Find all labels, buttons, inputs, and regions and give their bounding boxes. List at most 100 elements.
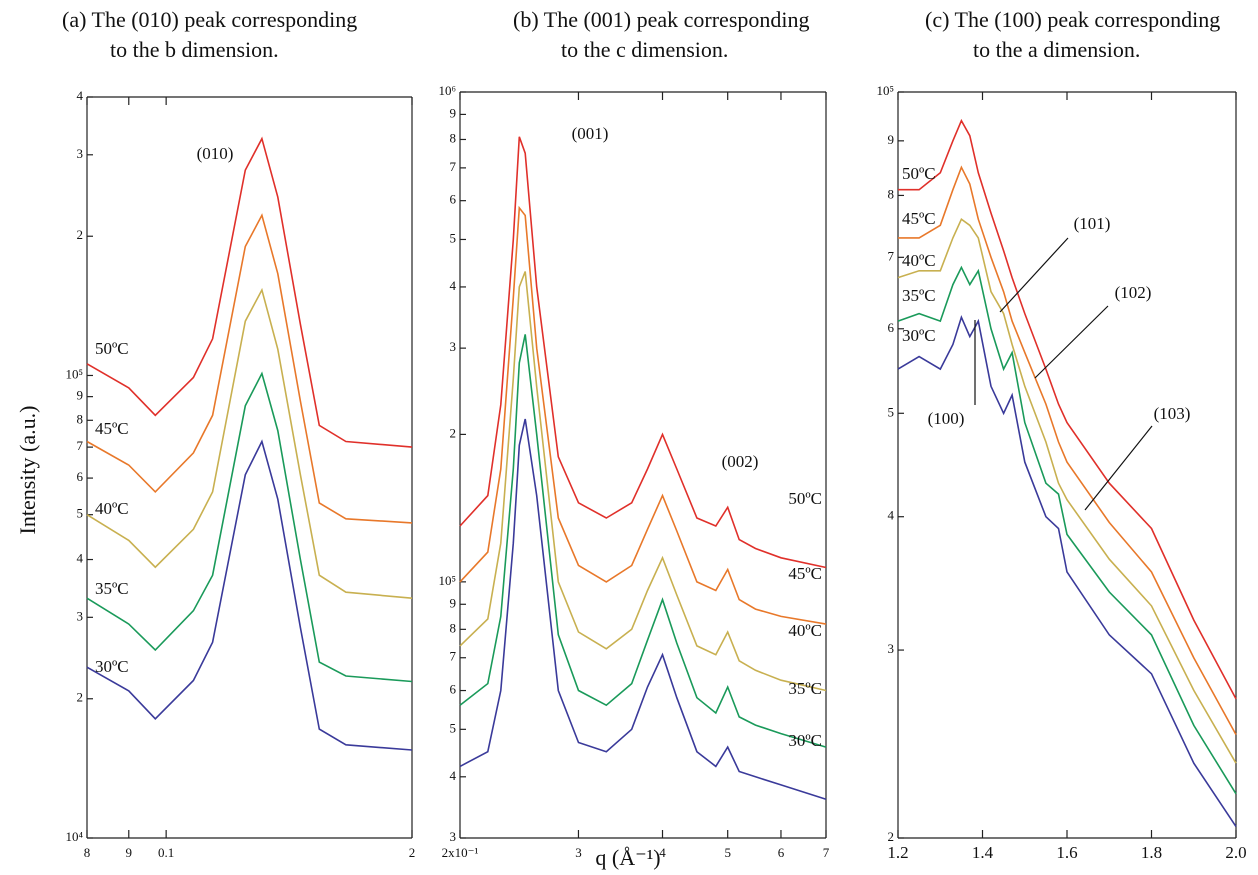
series-label: 45ºC	[902, 209, 936, 228]
panel-title: to the b dimension.	[110, 37, 279, 62]
y-tick-label: 10⁴	[65, 829, 83, 844]
annotation-line	[999, 237, 1069, 313]
series-label: 50ºC	[902, 164, 936, 183]
y-tick-label: 7	[450, 649, 457, 664]
y-tick-label: 8	[450, 130, 457, 145]
series-line	[86, 136, 413, 448]
x-tick-label: 1.6	[1056, 843, 1077, 862]
y-tick-label: 6	[450, 192, 457, 207]
series-label: 35ºC	[95, 579, 129, 598]
series-line	[897, 217, 1237, 764]
y-tick-label: 7	[450, 159, 457, 174]
y-tick-label: 9	[450, 105, 457, 120]
annotation: (103)	[1154, 404, 1191, 423]
series-label: 30ºC	[788, 731, 822, 750]
y-tick-label: 9	[450, 595, 457, 610]
series-line	[897, 315, 1237, 828]
y-tick-label: 2	[888, 829, 895, 844]
x-tick-label: 1.2	[887, 843, 908, 862]
y-tick-label: 5	[77, 506, 84, 521]
x-tick-label: 6	[778, 845, 785, 860]
y-tick-label: 9	[77, 388, 84, 403]
y-tick-label: 8	[888, 186, 895, 201]
series-line	[86, 287, 413, 599]
x-tick-label: 2.0	[1225, 843, 1246, 862]
annotation-line	[1084, 425, 1153, 511]
y-tick-label: 4	[450, 278, 457, 293]
series-line	[86, 213, 413, 524]
annotation: (101)	[1074, 214, 1111, 233]
panel-title: to the c dimension.	[561, 37, 728, 62]
series-line	[459, 136, 827, 569]
x-tick-label: 1.8	[1141, 843, 1162, 862]
y-tick-label: 10⁶	[438, 83, 456, 98]
series-label: 40ºC	[788, 621, 822, 640]
series-label: 30ºC	[902, 326, 936, 345]
y-axis-label: Intensity (a.u.)	[15, 406, 40, 535]
series-line	[86, 439, 413, 751]
y-tick-label: 2	[77, 227, 84, 242]
y-tick-label: 7	[888, 248, 895, 263]
panel-title: (c) The (100) peak corresponding	[925, 7, 1220, 32]
y-tick-label: 8	[450, 620, 457, 635]
x-tick-label: 4	[659, 845, 666, 860]
y-tick-label: 10⁵	[876, 83, 894, 98]
x-tick-label: 7	[823, 845, 830, 860]
y-tick-label: 3	[77, 146, 84, 161]
x-tick-label: 5	[724, 845, 731, 860]
panel-title: (b) The (001) peak corresponding	[513, 7, 810, 32]
x-tick-label: 2x10⁻¹	[442, 845, 479, 860]
series-label: 35ºC	[788, 679, 822, 698]
series-label: 45ºC	[95, 419, 129, 438]
series-label: 45ºC	[788, 564, 822, 583]
series-line	[898, 118, 1237, 700]
annotation-line	[1034, 305, 1109, 379]
y-tick-label: 8	[77, 411, 84, 426]
series-line	[897, 265, 1237, 795]
y-tick-label: 6	[77, 469, 84, 484]
series-label: 50ºC	[95, 339, 129, 358]
series-label: 40ºC	[902, 251, 936, 270]
series-line	[86, 371, 413, 683]
series-label: 40ºC	[95, 499, 129, 518]
y-tick-label: 3	[450, 829, 457, 844]
y-tick-label: 4	[888, 508, 895, 523]
y-tick-label: 9	[888, 132, 895, 147]
series-label: 30ºC	[95, 657, 129, 676]
y-tick-label: 4	[77, 88, 84, 103]
annotation: (100)	[928, 409, 965, 428]
x-axis-label: q (Å⁻¹)	[595, 845, 660, 870]
y-tick-label: 10⁵	[65, 366, 83, 381]
series-line	[459, 205, 827, 625]
series-label: 50ºC	[788, 489, 822, 508]
annotation: (001)	[572, 124, 609, 143]
annotation: (002)	[722, 452, 759, 471]
y-tick-label: 3	[450, 339, 457, 354]
x-tick-label: 9	[126, 845, 133, 860]
y-tick-label: 5	[888, 404, 895, 419]
x-tick-label: 8	[84, 845, 91, 860]
x-tick-label: 2	[409, 845, 416, 860]
y-tick-label: 5	[450, 230, 457, 245]
y-tick-label: 6	[888, 320, 895, 335]
series-line	[459, 418, 827, 800]
y-tick-label: 6	[450, 682, 457, 697]
y-tick-label: 2	[450, 425, 457, 440]
x-tick-label: 3	[575, 845, 582, 860]
series-label: 35ºC	[902, 286, 936, 305]
y-tick-label: 5	[450, 720, 457, 735]
y-tick-label: 7	[77, 438, 84, 453]
series-line	[459, 334, 827, 748]
panel-title: to the a dimension.	[973, 37, 1140, 62]
annotation: (102)	[1115, 283, 1152, 302]
y-tick-label: 4	[450, 768, 457, 783]
y-tick-label: 4	[77, 551, 84, 566]
y-tick-label: 3	[888, 641, 895, 656]
series-line	[898, 165, 1237, 735]
annotation: (010)	[197, 144, 234, 163]
y-tick-label: 2	[77, 690, 84, 705]
panel-title: (a) The (010) peak corresponding	[62, 7, 357, 32]
x-tick-label: 0.1	[158, 845, 174, 860]
y-tick-label: 10⁵	[438, 573, 456, 588]
